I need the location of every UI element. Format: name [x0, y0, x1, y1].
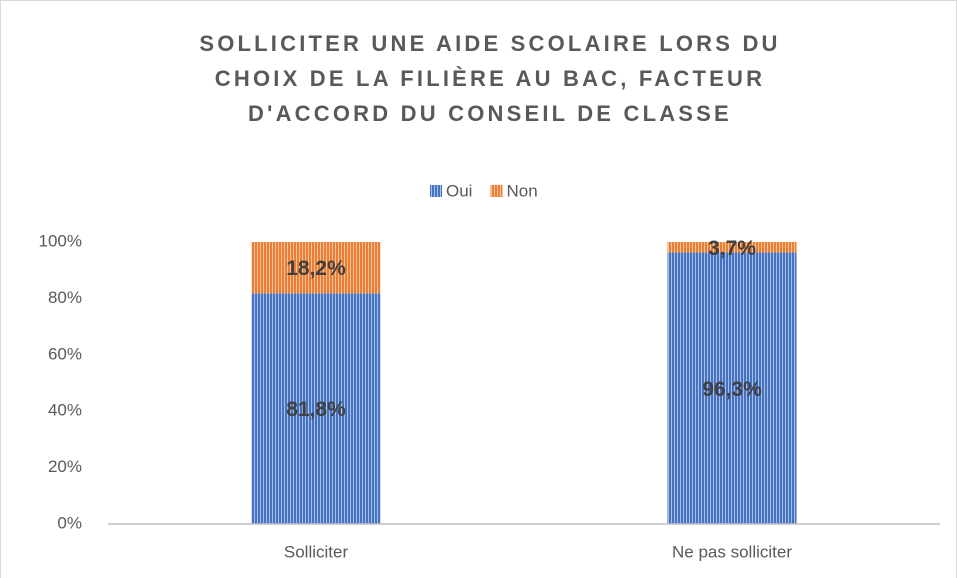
bar-segment: [251, 293, 381, 524]
y-tick-label: 100%: [39, 231, 82, 250]
data-label: 18,2%: [286, 257, 346, 280]
data-label: 3,7%: [708, 237, 756, 260]
legend-label: Non: [506, 181, 537, 200]
bar-segment: [667, 252, 797, 524]
chart-title: CHOIX DE LA FILIÈRE AU BAC, FACTEUR: [215, 66, 765, 91]
y-tick-label: 40%: [48, 401, 82, 420]
legend-label: Oui: [446, 181, 472, 200]
x-tick-label: Ne pas solliciter: [672, 542, 792, 561]
y-tick-label: 80%: [48, 288, 82, 307]
y-tick-label: 0%: [57, 513, 82, 532]
y-tick-label: 60%: [48, 344, 82, 363]
legend-swatch: [490, 185, 503, 197]
x-tick-label: Solliciter: [284, 542, 349, 561]
bar-segment: [667, 242, 797, 253]
y-tick-label: 20%: [48, 457, 82, 476]
bar-segment: [251, 242, 381, 294]
chart-title: SOLLICITER UNE AIDE SCOLAIRE LORS DU: [199, 31, 780, 56]
data-label: 96,3%: [702, 378, 762, 401]
data-label: 81,8%: [286, 398, 346, 421]
legend-swatch: [430, 185, 442, 197]
chart-title: D'ACCORD DU CONSEIL DE CLASSE: [248, 101, 732, 126]
